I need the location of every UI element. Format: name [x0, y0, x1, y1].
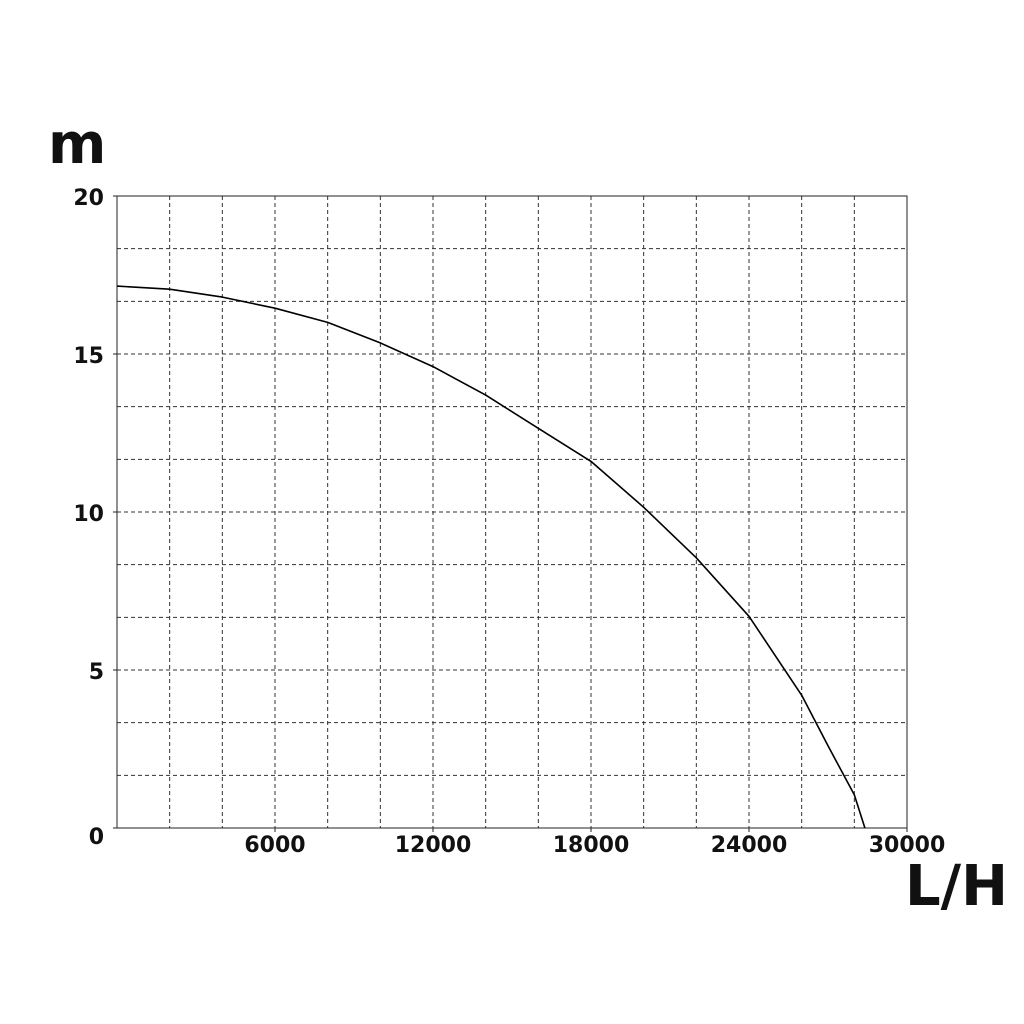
x-tick-label: 30000: [869, 833, 946, 858]
y-tick-label: 20: [73, 186, 104, 211]
x-tick-label: 6000: [244, 833, 305, 858]
curve: [116, 285, 866, 829]
y-tick-label: 10: [73, 502, 104, 527]
y-tick-label: 0: [89, 825, 104, 850]
y-axis-label: m: [48, 112, 106, 177]
x-tick-label: 12000: [395, 833, 472, 858]
y-tick-label: 5: [89, 660, 104, 685]
x-tick-label: 24000: [711, 833, 788, 858]
y-tick-label: 15: [73, 344, 104, 369]
x-tick-label: 18000: [553, 833, 630, 858]
x-axis-label: L/H: [905, 854, 1008, 919]
